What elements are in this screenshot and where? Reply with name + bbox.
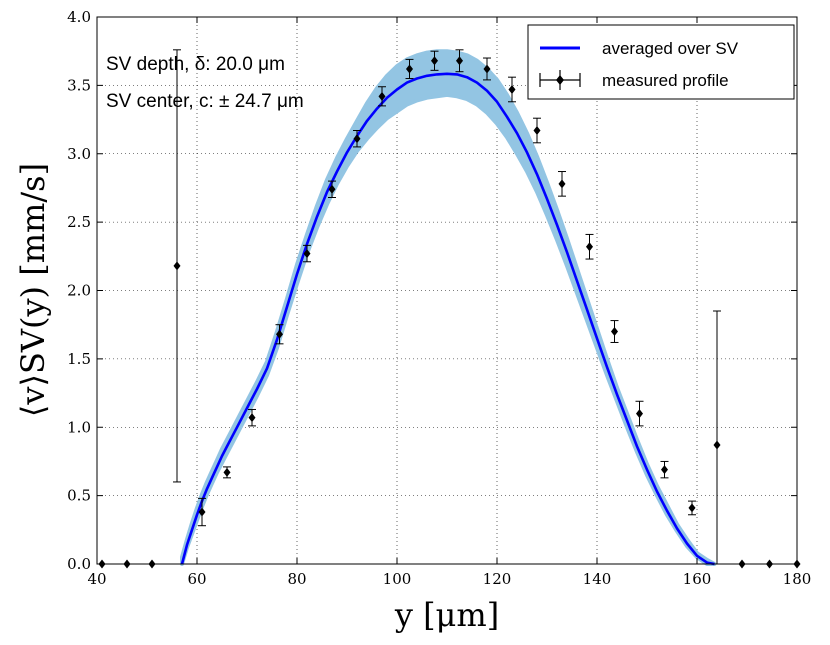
measured-point (610, 320, 619, 343)
legend-label-averaged: averaged over SV (602, 39, 739, 58)
annotation-center: SV center, c: ± 24.7 μm (106, 91, 304, 112)
legend: averaged over SV measured profile (527, 24, 795, 100)
annotation-depth: SV depth, δ: 20.0 μm (106, 54, 285, 75)
data-marker (353, 134, 361, 144)
data-marker (406, 64, 413, 74)
data-marker (198, 507, 206, 517)
x-tick-label: 100 (383, 570, 412, 588)
data-marker (586, 242, 593, 252)
measured-point (660, 460, 669, 479)
x-tick-label: 120 (483, 570, 512, 588)
data-marker (661, 465, 668, 475)
data-marker (276, 329, 283, 339)
y-axis-label: ⟨v⟩SV(y) [mm/s] (14, 163, 52, 417)
measured-point (635, 400, 644, 427)
measured-point (585, 233, 594, 260)
data-marker (713, 440, 721, 450)
data-marker (533, 126, 541, 136)
x-tick-label: 160 (683, 570, 712, 588)
data-marker (558, 179, 566, 189)
measured-point (558, 171, 566, 197)
y-tick-label: 2.0 (67, 282, 91, 300)
measured-points (98, 49, 801, 569)
data-marker (173, 261, 181, 271)
measured-point (713, 310, 721, 565)
measured-point (455, 49, 464, 73)
measured-point (508, 76, 516, 103)
measured-point (430, 50, 439, 71)
y-tick-label: 4.0 (67, 8, 91, 26)
measured-point (173, 49, 181, 483)
data-marker (248, 413, 256, 423)
data-marker (483, 64, 491, 74)
x-tick-label: 40 (87, 570, 106, 588)
y-tick-label: 3.0 (67, 145, 91, 163)
ticks: 40 60 80 100 120 140 160 180 0.0 0.5 1.0 1.5 2.0 2.5 3… (67, 8, 811, 588)
data-marker (508, 84, 516, 94)
data-marker (328, 184, 336, 194)
x-tick-label: 180 (783, 570, 812, 588)
measured-point (328, 180, 336, 199)
measured-point (303, 244, 311, 263)
data-marker (223, 467, 231, 477)
measured-point (275, 324, 284, 345)
y-tick-label: 3.5 (67, 76, 91, 94)
data-marker (456, 56, 463, 66)
sv-uncertainty-band (180, 49, 717, 566)
x-tick-label: 140 (583, 570, 612, 588)
y-tick-label: 0.0 (67, 555, 91, 573)
y-tick-label: 0.5 (67, 487, 91, 505)
data-marker (378, 91, 386, 101)
measured-point (483, 57, 491, 81)
measured-point (533, 117, 541, 144)
y-tick-label: 1.5 (67, 350, 91, 368)
data-marker (688, 503, 696, 513)
measured-point (248, 408, 256, 427)
y-tick-label: 1.0 (67, 418, 91, 436)
data-marker (611, 327, 618, 337)
y-tick-label: 2.5 (67, 213, 91, 231)
x-tick-label: 80 (287, 570, 306, 588)
x-axis-label: y [μm] (394, 596, 499, 634)
x-tick-label: 60 (187, 570, 206, 588)
data-marker (431, 56, 438, 66)
sv-band-area (180, 49, 717, 566)
averaged-series-line (180, 72, 715, 566)
legend-errorbar-swatch (539, 70, 581, 90)
legend-label-measured: measured profile (602, 71, 729, 90)
measured-point (223, 466, 231, 479)
measured-point (378, 86, 386, 107)
averaged-line (180, 72, 715, 566)
data-marker (636, 409, 643, 419)
measured-point (688, 500, 696, 516)
measured-point (405, 58, 414, 80)
measured-point (198, 497, 206, 527)
measured-point (353, 130, 361, 148)
data-marker (303, 249, 311, 259)
legend-box (527, 24, 795, 100)
grid (97, 17, 797, 564)
